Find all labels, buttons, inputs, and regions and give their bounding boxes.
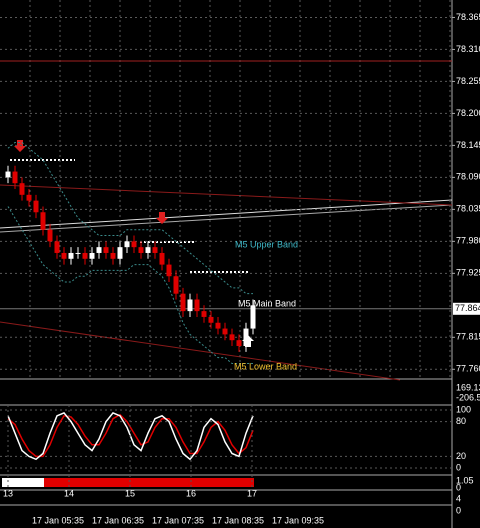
stoch-tick-label: 20 xyxy=(456,451,466,461)
y-tick-label: 77.925 xyxy=(456,268,480,278)
candle-body xyxy=(159,252,165,265)
y-tick-label: 78.090 xyxy=(456,172,480,182)
candle-body xyxy=(201,311,207,317)
current-price-label: 77.864 xyxy=(455,303,480,313)
candle-body xyxy=(222,328,228,335)
candle-body xyxy=(54,241,60,253)
time-label: 17 Jan 09:35 xyxy=(272,515,324,525)
candle-body xyxy=(61,252,67,259)
candle-body xyxy=(117,247,123,259)
y-tick-label: 78.255 xyxy=(456,76,480,86)
time-label: 17 Jan 08:35 xyxy=(212,515,264,525)
candle-body xyxy=(68,252,74,259)
current-price-box xyxy=(453,302,480,315)
band-label: M5 Upper Band xyxy=(235,239,298,249)
time-label: 17 Jan 05:35 xyxy=(32,515,84,525)
candle-body xyxy=(82,252,88,259)
signal-dots xyxy=(10,159,250,273)
candle-body xyxy=(152,247,158,253)
candle-body xyxy=(103,247,109,253)
candle-body xyxy=(110,252,116,259)
candle-body xyxy=(96,247,102,253)
stoch-tick-label: 80 xyxy=(456,416,466,426)
y-tick-label: 77.760 xyxy=(456,364,480,374)
y-tick-label: 78.310 xyxy=(456,44,480,54)
candle-body xyxy=(187,299,193,312)
stoch-tick-label: 0 xyxy=(456,462,461,472)
band-label: M5 Main Band xyxy=(238,298,296,308)
y-tick-label: 78.200 xyxy=(456,108,480,118)
day-label: 15 xyxy=(125,488,135,498)
candle-body xyxy=(47,229,53,242)
candle-body xyxy=(12,171,18,184)
day-label: 16 xyxy=(186,488,196,498)
candle-body xyxy=(208,316,214,323)
candle-body xyxy=(131,241,137,248)
cci-tick-label: -206.5 xyxy=(456,392,480,402)
y-tick-label: 77.815 xyxy=(456,332,480,342)
stoch-tick-label: 100 xyxy=(456,404,471,414)
y-tick-label: 78.365 xyxy=(456,12,480,22)
candle-body xyxy=(19,183,25,195)
candle-body xyxy=(145,247,151,253)
strength-strip xyxy=(2,478,254,487)
candle-body xyxy=(236,340,242,347)
candle-body xyxy=(89,252,95,259)
strength-tick-label: 1.05 xyxy=(456,475,474,485)
candle-body xyxy=(40,212,46,230)
volume-tick-label: 0 xyxy=(456,505,461,515)
candle-body xyxy=(26,194,32,201)
day-label: 13 xyxy=(3,488,13,498)
volume-tick-label: 4 xyxy=(456,493,461,503)
band-label: M5 Lower Band xyxy=(234,361,297,371)
time-label: 17 Jan 07:35 xyxy=(152,515,204,525)
band-line xyxy=(7,206,253,364)
candle-body xyxy=(33,200,39,213)
candle-body xyxy=(124,241,130,248)
y-tick-label: 78.035 xyxy=(456,204,480,214)
day-label: 17 xyxy=(247,488,257,498)
band-line xyxy=(7,141,253,295)
time-label: 17 Jan 06:35 xyxy=(92,515,144,525)
strength-tick-label: 0 xyxy=(456,482,461,492)
candle-body xyxy=(243,328,249,347)
candle-body xyxy=(173,276,179,294)
candle-body xyxy=(229,334,235,341)
cci-tick-label: 169.13 xyxy=(456,382,480,392)
candle-body xyxy=(166,264,172,277)
candle-body xyxy=(194,299,200,312)
candle-body xyxy=(5,171,11,178)
y-tick-label: 77.980 xyxy=(456,236,480,246)
panel-borders xyxy=(0,0,453,528)
y-tick-label: 78.145 xyxy=(456,140,480,150)
candle-body xyxy=(250,305,256,329)
candle-body xyxy=(215,322,221,329)
stoch-line xyxy=(7,413,254,458)
day-label: 14 xyxy=(64,488,74,498)
candle-body xyxy=(75,252,81,254)
candle-body xyxy=(138,247,144,253)
candle-body xyxy=(180,293,186,312)
